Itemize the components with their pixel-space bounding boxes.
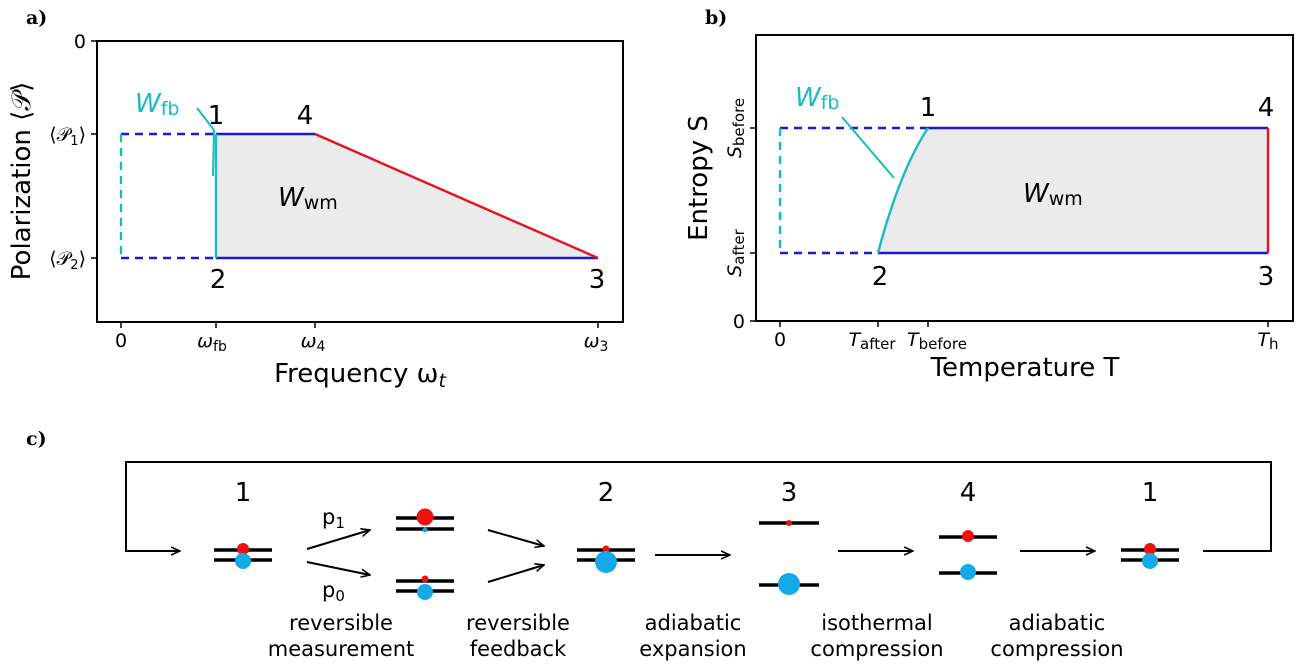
panel-b-ytick-label-2: Safter bbox=[724, 228, 748, 276]
panel-b-ytick-label-0: 0 bbox=[733, 311, 745, 333]
level-diagram-state-2 bbox=[577, 545, 635, 573]
panel-a-adiabat bbox=[314, 132, 599, 260]
panel-b-state-1: 1 bbox=[920, 93, 937, 123]
panel-a-xtick-label-0: 0 bbox=[115, 330, 127, 352]
panel-c-stage-3: 3 bbox=[781, 478, 798, 508]
panel-b-label: b) bbox=[705, 7, 727, 29]
panel-a-state-4: 4 bbox=[297, 101, 314, 131]
panel-c-stage-1-final: 1 bbox=[1142, 478, 1159, 508]
panel-b-xtick-label-2: Tbefore bbox=[907, 329, 967, 353]
level-diagram-outcome-p1 bbox=[396, 508, 454, 533]
panel-a: a) Wfb 0 ωfb ω4 ω3 0 ⟨𝒫1⟩ ⟨𝒫 bbox=[7, 7, 624, 392]
panel-a-xlabel: Frequency ωt bbox=[274, 359, 447, 392]
panel-b-state-3: 3 bbox=[1258, 262, 1275, 292]
step-label-isothermal-compression: isothermal compression bbox=[810, 611, 943, 661]
panel-b: b) Wfb 0 Tafter Tbefore Th 0 Sbefore bbox=[684, 7, 1294, 383]
panel-b-ytick-label-1: Sbefore bbox=[724, 98, 748, 158]
panel-c-arrow-feedback-lower bbox=[487, 565, 544, 583]
panel-c: c) 1 2 3 4 1 p1 p0 bbox=[26, 428, 1272, 661]
panel-a-frame bbox=[96, 40, 624, 323]
panel-a-feedback-pointer-2 bbox=[212, 129, 215, 177]
panel-a-label: a) bbox=[26, 7, 47, 29]
panel-a-ytick-label-1: ⟨𝒫1⟩ bbox=[49, 124, 86, 149]
panel-a-ylabel: Polarization ⟨𝒫⟩ bbox=[7, 82, 37, 280]
panel-a-feedback-label: Wfb bbox=[135, 89, 179, 120]
panel-a-state-2: 2 bbox=[210, 265, 227, 295]
step-label-feedback: reversible feedback bbox=[466, 611, 570, 661]
panel-c-arrow-branch-p0 bbox=[306, 561, 370, 575]
panel-a-ytick-label-2: ⟨𝒫2⟩ bbox=[49, 248, 86, 273]
panel-b-work-label: Wwm bbox=[1023, 179, 1083, 210]
level-diagram-state-4 bbox=[939, 530, 997, 580]
level-diagram-outcome-p0 bbox=[396, 575, 454, 600]
panel-b-xlabel: Temperature T bbox=[930, 353, 1120, 383]
panel-a-xtick-label-3: ω3 bbox=[584, 330, 609, 355]
panel-a-xtick-label-2: ω4 bbox=[301, 330, 326, 355]
level-diagram-state-1-final bbox=[1121, 543, 1179, 569]
step-label-adiabatic-compression: adiabatic compression bbox=[990, 611, 1123, 661]
panel-b-xtick-label-1: Tafter bbox=[848, 329, 896, 353]
level-diagram-state-1 bbox=[214, 543, 272, 569]
panel-c-arrow-branch-p1 bbox=[306, 530, 370, 550]
panel-a-state-3: 3 bbox=[589, 265, 606, 295]
step-label-adiabatic-expansion: adiabatic expansion bbox=[639, 611, 746, 661]
panel-a-state-1: 1 bbox=[208, 101, 225, 131]
step-label-measurement: reversible measurement bbox=[268, 611, 415, 661]
panel-b-work-area bbox=[878, 128, 1268, 253]
level-diagram-state-3 bbox=[759, 520, 819, 595]
panel-a-ytick-label-0: 0 bbox=[74, 31, 86, 53]
panel-b-feedback-curve bbox=[876, 127, 929, 254]
panel-c-stage-4: 4 bbox=[960, 478, 977, 508]
panel-a-work-area bbox=[216, 134, 598, 258]
panel-c-stage-2: 2 bbox=[598, 478, 615, 508]
panel-c-label: c) bbox=[26, 428, 47, 450]
panel-a-feedback-pointer bbox=[196, 107, 215, 131]
panel-c-stage-1: 1 bbox=[235, 478, 252, 508]
panel-b-xtick-label-3: Th bbox=[1257, 329, 1278, 353]
panel-c-arrow-feedback-upper bbox=[487, 529, 544, 546]
panel-b-feedback-pointer bbox=[841, 116, 895, 179]
panel-b-ylabel: Entropy S bbox=[684, 115, 714, 241]
panel-b-feedback-label: Wfb bbox=[795, 83, 839, 114]
panel-b-state-2: 2 bbox=[872, 262, 889, 292]
panel-c-branch-p1: p1 bbox=[322, 505, 345, 532]
panel-c-cycle-loop bbox=[125, 461, 1272, 551]
panel-b-state-4: 4 bbox=[1258, 93, 1275, 123]
panel-b-frame bbox=[755, 34, 1294, 322]
panel-a-work-label: Wwm bbox=[278, 183, 338, 214]
panel-b-xtick-label-0: 0 bbox=[774, 329, 786, 351]
panel-c-branch-p0: p0 bbox=[322, 578, 345, 605]
panel-a-xtick-label-1: ωfb bbox=[197, 330, 227, 355]
